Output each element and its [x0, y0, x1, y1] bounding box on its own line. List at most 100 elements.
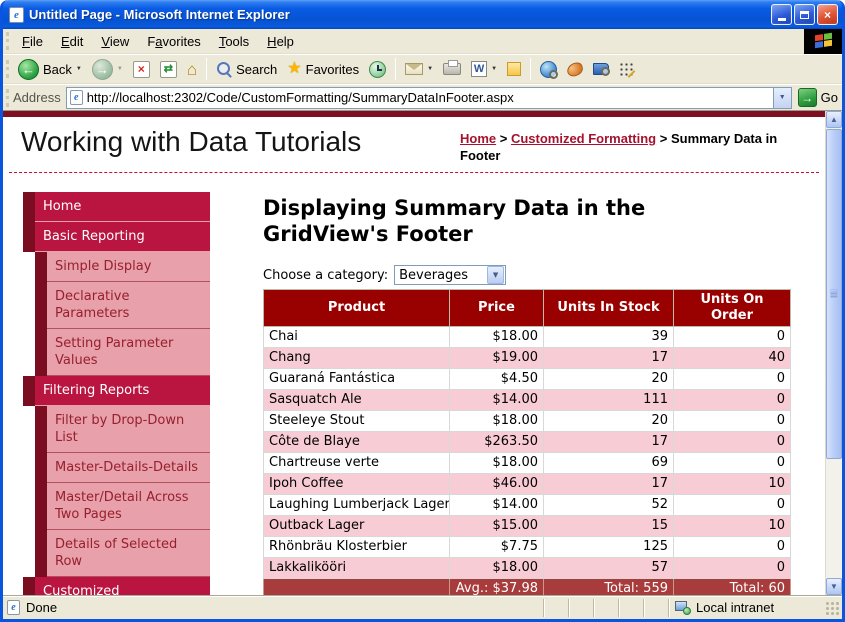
address-dropdown-icon[interactable]: ▼: [772, 87, 791, 108]
table-row: Côte de Blaye $263.50 17 0: [263, 431, 791, 453]
breadcrumb-separator: >: [496, 131, 511, 146]
sidebar-item-label: Home: [35, 192, 210, 222]
category-selected-value: Beverages: [399, 267, 469, 283]
book-magnifier-icon: [593, 63, 611, 76]
sidebar-item-setting-parameter-values[interactable]: Setting Parameter Values: [35, 329, 210, 376]
menu-help[interactable]: Help: [258, 32, 303, 51]
sidebar-item-declarative-parameters[interactable]: Declarative Parameters: [35, 282, 210, 329]
category-select[interactable]: Beverages ▼: [394, 265, 507, 285]
cell-product: Chai: [263, 326, 450, 348]
toolbar-separator: [530, 58, 532, 80]
scrollbar-thumb[interactable]: [826, 129, 842, 459]
site-title: Working with Data Tutorials: [21, 126, 362, 157]
menu-view[interactable]: View: [92, 32, 138, 51]
sidebar-item-customized[interactable]: Customized: [23, 577, 210, 595]
toolbar-grip[interactable]: [6, 88, 9, 107]
chevron-down-icon[interactable]: ▼: [487, 266, 505, 284]
cell-order: 0: [673, 536, 791, 558]
maximize-button[interactable]: [794, 4, 815, 25]
menu-label: ools: [225, 33, 250, 49]
favorites-label: Favorites: [305, 61, 360, 77]
forward-button[interactable]: → ▼: [87, 57, 128, 82]
toolbar-grip[interactable]: [6, 32, 9, 50]
vertical-scrollbar[interactable]: ▲ ▼: [825, 111, 842, 595]
sidebar-item-filter-by-dropdown-list[interactable]: Filter by Drop-Down List: [35, 406, 210, 453]
close-button[interactable]: ×: [817, 4, 838, 25]
address-input[interactable]: [86, 88, 773, 107]
cell-order: 0: [673, 389, 791, 411]
breadcrumb-current: Summary Data in Footer: [460, 131, 778, 163]
menu-edit[interactable]: Edit: [52, 32, 92, 51]
snippet-button[interactable]: [614, 60, 639, 79]
menu-label: vorites: [162, 33, 201, 49]
menu-label: V: [101, 33, 110, 49]
forward-dropdown-icon[interactable]: ▼: [116, 66, 123, 72]
word-dropdown-icon[interactable]: ▼: [491, 66, 498, 72]
table-row: Lakkalikööri $18.00 57 0: [263, 557, 791, 579]
top-red-bar: [3, 111, 825, 117]
menu-label: E: [60, 33, 70, 49]
menu-label: H: [267, 33, 277, 49]
menu-file[interactable]: File: [13, 32, 52, 51]
summary-footer-row: Avg.: $37.98 Total: 559 Total: 60: [263, 578, 791, 595]
sidebar-item-label: Simple Display: [47, 252, 210, 282]
cell-footer-total-order: Total: 60: [673, 578, 791, 595]
body-row: Home Basic Reporting Simple Display Decl…: [3, 173, 825, 595]
addon-button[interactable]: [562, 60, 588, 78]
go-button[interactable]: → Go: [797, 88, 838, 107]
search-button[interactable]: Search: [211, 59, 282, 79]
status-pane: [543, 598, 568, 617]
scroll-up-icon[interactable]: ▲: [826, 111, 842, 128]
back-dropdown-icon[interactable]: ▼: [75, 66, 82, 72]
sidebar-item-details-of-selected-row[interactable]: Details of Selected Row: [35, 530, 210, 577]
cell-price: $18.00: [449, 410, 544, 432]
discuss-button[interactable]: [502, 60, 526, 78]
sidebar-item-filtering-reports[interactable]: Filtering Reports: [23, 376, 210, 406]
search-label: Search: [236, 61, 278, 77]
menu-favorites[interactable]: Favorites: [138, 32, 209, 51]
page-icon: e: [69, 90, 83, 105]
minimize-button[interactable]: [771, 4, 792, 25]
main-content: Displaying Summary Data in the GridView'…: [263, 173, 791, 595]
sidebar-item-master-details-details[interactable]: Master-Details-Details: [35, 453, 210, 483]
sidebar-notch: [35, 483, 47, 530]
breadcrumb: Home > Customized Formatting > Summary D…: [460, 130, 815, 168]
back-button[interactable]: ← Back ▼: [13, 57, 87, 82]
breadcrumb-section-link[interactable]: Customized Formatting: [510, 131, 657, 146]
sidebar-item-master-detail-two-pages[interactable]: Master/Detail Across Two Pages: [35, 483, 210, 530]
toolbar-grip[interactable]: [6, 60, 9, 78]
research-button[interactable]: [535, 59, 562, 80]
sidebar-item-home[interactable]: Home: [23, 192, 210, 222]
column-header-product: Product: [263, 289, 450, 327]
mail-dropdown-icon[interactable]: ▼: [427, 66, 434, 72]
home-button[interactable]: ⌂: [182, 59, 202, 80]
table-row: Guaraná Fantástica $4.50 20 0: [263, 368, 791, 390]
scroll-down-icon[interactable]: ▼: [826, 578, 842, 595]
edit-with-word-button[interactable]: W ▼: [466, 59, 502, 79]
menu-tools[interactable]: Tools: [210, 32, 258, 51]
sidebar-item-simple-display[interactable]: Simple Display: [35, 252, 210, 282]
cell-order: 0: [673, 452, 791, 474]
print-button[interactable]: [438, 60, 466, 77]
cell-price: $263.50: [449, 431, 544, 453]
cell-product: Outback Lager: [263, 515, 450, 537]
mail-button[interactable]: ▼: [400, 61, 438, 77]
status-bar: e Done Local intranet: [3, 595, 842, 619]
table-row: Laughing Lumberjack Lager $14.00 52 0: [263, 494, 791, 516]
dashed-divider: [9, 172, 819, 173]
resize-grip[interactable]: [826, 599, 840, 616]
breadcrumb-home-link[interactable]: Home: [460, 131, 497, 146]
status-left: e Done: [7, 600, 543, 615]
cell-stock: 17: [543, 473, 674, 495]
status-pane: [643, 598, 668, 617]
page-header: Working with Data Tutorials Home > Custo…: [3, 117, 825, 172]
stop-button[interactable]: ×: [128, 59, 155, 80]
history-button[interactable]: [364, 59, 391, 80]
sidebar-item-label: Filter by Drop-Down List: [47, 406, 210, 453]
favorites-button[interactable]: ★ Favorites: [282, 59, 364, 79]
stop-icon: ×: [132, 60, 150, 78]
book-search-button[interactable]: [588, 61, 614, 77]
refresh-button[interactable]: ⇄: [155, 59, 182, 80]
sidebar-notch: [23, 376, 35, 406]
sidebar-item-basic-reporting[interactable]: Basic Reporting: [23, 222, 210, 252]
